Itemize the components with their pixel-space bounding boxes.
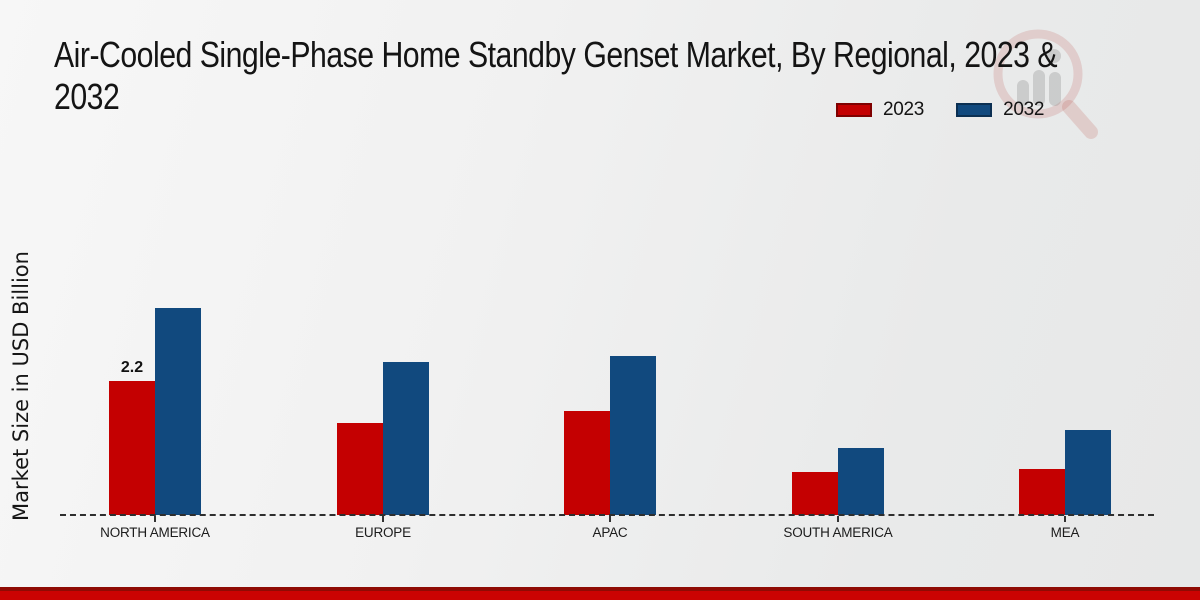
bar-2032-mea	[1065, 430, 1111, 515]
bar-2023-north-america	[109, 381, 155, 515]
legend-swatch-2023	[836, 103, 872, 117]
x-axis-tick	[154, 516, 156, 522]
bar-2023-mea	[1019, 469, 1065, 515]
chart-title-line2: 2032	[54, 75, 120, 117]
bar-2023-apac	[564, 411, 610, 515]
category-label-europe: EUROPE	[355, 525, 411, 540]
bar-2032-europe	[383, 362, 429, 515]
x-axis-tick	[1064, 516, 1066, 522]
footer-accent-bar	[0, 587, 1200, 600]
category-label-mea: MEA	[1050, 525, 1080, 540]
bar-2023-europe	[337, 423, 383, 515]
chart-title-line1: Air-Cooled Single-Phase Home Standby Gen…	[54, 34, 1058, 75]
legend: 2023 2032	[836, 99, 1044, 121]
chart-title: Air-Cooled Single-Phase Home Standby Gen…	[54, 34, 1058, 118]
legend-label-2023: 2023	[883, 99, 925, 120]
x-axis-tick	[382, 516, 384, 522]
category-label-south-america: SOUTH AMERICA	[783, 525, 893, 540]
category-label-apac: APAC	[592, 525, 628, 540]
x-axis-tick	[837, 516, 839, 522]
bar-2032-south-america	[838, 448, 884, 515]
x-axis-tick	[609, 516, 611, 522]
bar-2032-apac	[610, 356, 656, 515]
legend-swatch-2032	[956, 103, 993, 117]
legend-label-2032: 2032	[1003, 99, 1045, 120]
category-label-north-america: NORTH AMERICA	[100, 525, 210, 540]
bar-value-label: 2.2	[120, 359, 144, 376]
bar-2032-north-america	[155, 308, 201, 515]
bar-2023-south-america	[792, 472, 838, 515]
legend-item-2023: 2023	[836, 99, 924, 121]
y-axis-label: Market Size in USD Billion	[9, 251, 33, 521]
x-axis-baseline	[60, 514, 1154, 516]
legend-item-2032: 2032	[956, 99, 1044, 121]
